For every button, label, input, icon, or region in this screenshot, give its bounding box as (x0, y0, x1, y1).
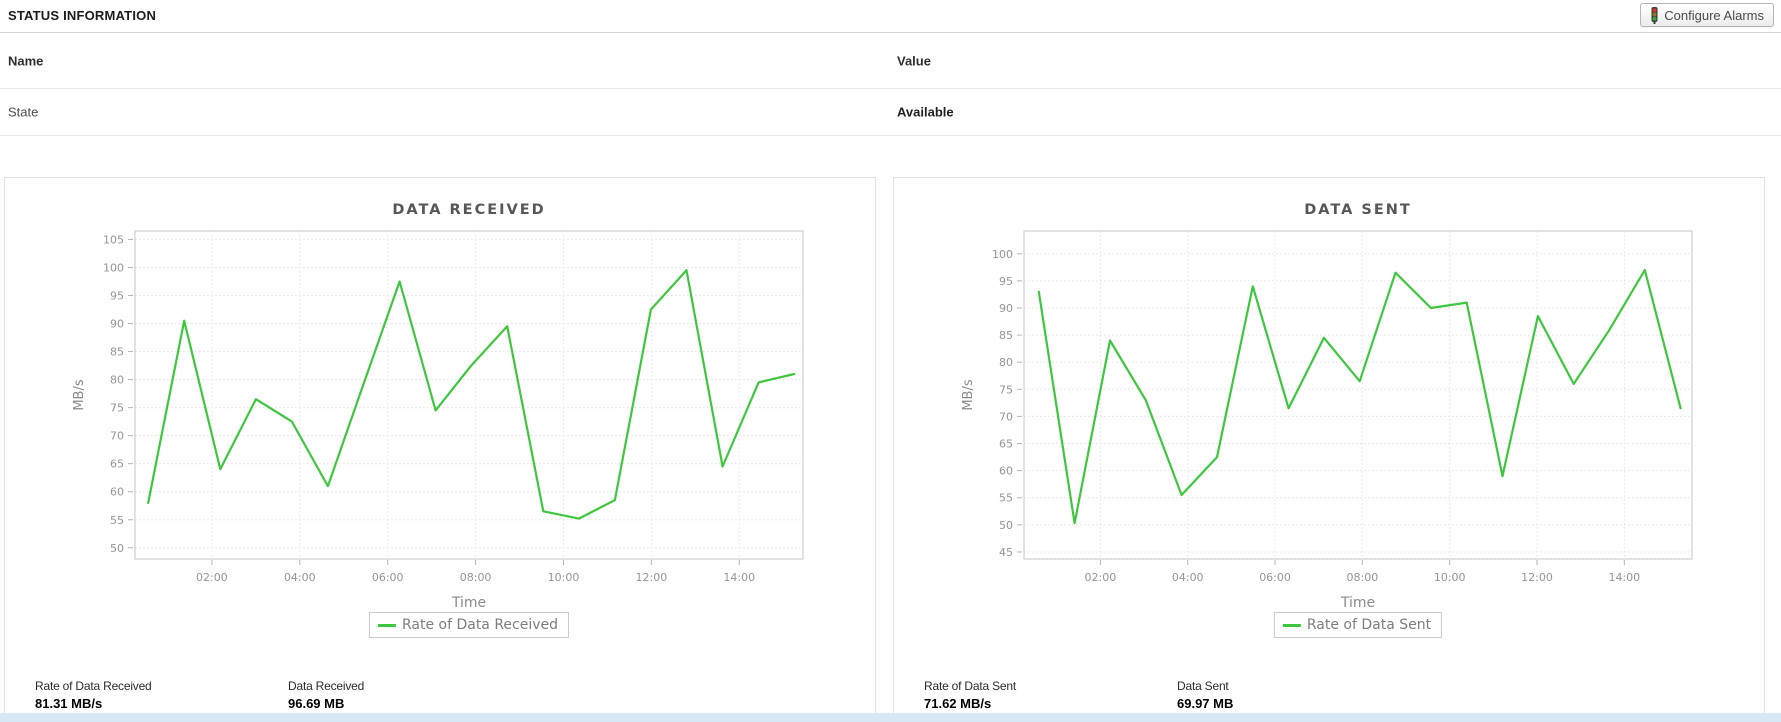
svg-text:02:00: 02:00 (196, 571, 228, 584)
svg-text:95: 95 (999, 275, 1013, 288)
page-title: STATUS INFORMATION (8, 8, 157, 23)
stat-rate-of-data-received: Rate of Data Received 81.31 MB/s (35, 678, 288, 713)
stat-rate-of-data-sent: Rate of Data Sent 71.62 MB/s (924, 678, 1177, 713)
legend-line-swatch (1282, 623, 1301, 627)
svg-text:75: 75 (999, 383, 1013, 396)
stat-label: Data Sent (1177, 679, 1229, 693)
svg-text:95: 95 (110, 289, 124, 302)
svg-text:90: 90 (110, 318, 124, 331)
stat-value: 81.31 MB/s (35, 696, 103, 711)
x-axis-ticks: 02:00 04:00 06:00 08:00 10:00 12:00 14:00 (196, 560, 755, 584)
data-received-chart: DATA RECEIVED 50 55 60 65 70 75 80 85 90 95 100 105 0… (72, 202, 804, 608)
svg-text:75: 75 (110, 402, 124, 415)
data-received-stats: Rate of Data Received 81.31 MB/s Data Re… (35, 678, 541, 713)
svg-text:85: 85 (999, 329, 1013, 342)
svg-text:14:00: 14:00 (723, 571, 755, 584)
svg-text:80: 80 (999, 356, 1013, 369)
svg-text:08:00: 08:00 (1347, 571, 1379, 584)
x-axis-label: Time (451, 595, 486, 608)
configure-alarms-button[interactable]: Configure Alarms (1640, 3, 1774, 27)
column-header-name: Name (8, 53, 44, 68)
y-axis-ticks: 50 55 60 65 70 75 80 85 90 95 100 105 (103, 233, 133, 555)
status-table-header-row: Name Value (0, 33, 1781, 89)
svg-text:70: 70 (110, 430, 124, 443)
svg-text:50: 50 (110, 542, 124, 555)
status-table: Name Value State Available (0, 33, 1781, 136)
y-axis-ticks: 45 50 55 60 65 70 75 80 85 90 95 100 (992, 248, 1022, 559)
stat-label: Rate of Data Received (35, 679, 152, 693)
svg-text:80: 80 (110, 374, 124, 387)
svg-text:65: 65 (110, 458, 124, 471)
svg-text:06:00: 06:00 (372, 571, 404, 584)
svg-text:02:00: 02:00 (1085, 571, 1117, 584)
y-axis-label: MB/s (961, 379, 976, 411)
gridlines (135, 231, 803, 559)
svg-text:100: 100 (103, 261, 124, 274)
data-sent-panel: DATA SENT 45 50 55 60 65 70 75 80 85 90 95 100 02:00 0… (893, 177, 1765, 714)
svg-text:12:00: 12:00 (1521, 571, 1553, 584)
data-sent-stats: Rate of Data Sent 71.62 MB/s Data Sent 6… (924, 678, 1430, 713)
stat-value: 69.97 MB (1177, 696, 1234, 711)
bottom-strip (0, 713, 1781, 722)
svg-text:10:00: 10:00 (548, 571, 580, 584)
x-axis-ticks: 02:00 04:00 06:00 08:00 10:00 12:00 14:00 (1085, 560, 1640, 584)
chart-title: DATA RECEIVED (392, 202, 545, 218)
svg-text:60: 60 (110, 486, 124, 499)
traffic-light-icon (1650, 6, 1659, 24)
chart-title: DATA SENT (1304, 202, 1412, 218)
data-received-legend: Rate of Data Received (368, 612, 570, 638)
svg-text:04:00: 04:00 (284, 571, 316, 584)
plot-border (1023, 230, 1693, 560)
stat-label: Rate of Data Sent (924, 679, 1016, 693)
legend-label: Rate of Data Sent (1306, 617, 1432, 633)
table-row-state: State Available (0, 89, 1781, 136)
stat-value: 96.69 MB (288, 696, 345, 711)
svg-text:70: 70 (999, 410, 1013, 423)
svg-text:65: 65 (999, 438, 1013, 451)
status-information-bar: STATUS INFORMATION Configure Alarms (0, 0, 1781, 33)
column-header-value: Value (897, 53, 931, 68)
row-value-available: Available (897, 104, 954, 120)
plot-border (134, 230, 804, 560)
data-line (147, 269, 796, 520)
legend-label: Rate of Data Received (401, 617, 559, 633)
data-sent-legend: Rate of Data Sent (1273, 612, 1443, 638)
svg-text:04:00: 04:00 (1172, 571, 1204, 584)
stat-label: Data Received (288, 679, 365, 693)
svg-text:90: 90 (999, 302, 1013, 315)
x-axis-label: Time (1340, 595, 1375, 608)
stat-value: 71.62 MB/s (924, 696, 992, 711)
data-received-panel: DATA RECEIVED 50 55 60 65 70 75 80 85 90 95 100 105 0… (4, 177, 876, 714)
configure-alarms-label: Configure Alarms (1664, 7, 1764, 23)
row-name-state: State (8, 104, 39, 120)
stat-data-received: Data Received 96.69 MB (288, 678, 541, 713)
svg-text:12:00: 12:00 (636, 571, 668, 584)
svg-text:10:00: 10:00 (1434, 571, 1466, 584)
svg-text:14:00: 14:00 (1608, 571, 1640, 584)
svg-text:08:00: 08:00 (460, 571, 492, 584)
stat-data-sent: Data Sent 69.97 MB (1177, 678, 1430, 713)
svg-text:55: 55 (999, 492, 1013, 505)
svg-text:55: 55 (110, 514, 124, 527)
gridlines (1024, 231, 1692, 559)
svg-text:06:00: 06:00 (1259, 571, 1291, 584)
y-axis-label: MB/s (72, 379, 87, 411)
svg-text:50: 50 (999, 519, 1013, 532)
svg-text:85: 85 (110, 346, 124, 359)
svg-text:105: 105 (103, 233, 124, 246)
data-line (1037, 268, 1682, 525)
svg-text:45: 45 (999, 546, 1013, 559)
svg-text:100: 100 (992, 248, 1013, 261)
svg-text:60: 60 (999, 465, 1013, 478)
legend-line-swatch (377, 623, 396, 627)
